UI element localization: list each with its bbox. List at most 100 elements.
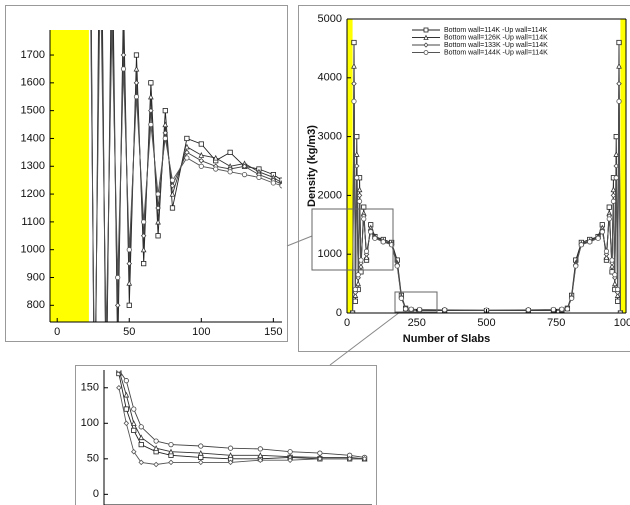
marker [126, 302, 132, 308]
left-inset-panel [5, 5, 288, 342]
marker [361, 456, 368, 462]
legend-label: Bottom wall=133K -Up wall=114K [444, 42, 548, 49]
legend-marker [423, 34, 429, 40]
marker [351, 80, 357, 87]
marker [356, 192, 363, 199]
marker [133, 80, 140, 86]
marker [169, 205, 176, 211]
marker [398, 295, 405, 301]
plot-area [347, 19, 626, 313]
marker [611, 280, 618, 287]
marker [168, 459, 174, 466]
marker [138, 424, 144, 430]
marker [603, 248, 610, 254]
marker [131, 448, 137, 455]
marker [155, 218, 161, 225]
marker [133, 94, 140, 100]
marker [162, 121, 169, 128]
marker [610, 192, 617, 199]
marker [169, 177, 176, 183]
y-tick-label: 2000 [318, 189, 342, 201]
marker [587, 239, 593, 245]
marker [287, 457, 293, 464]
marker [363, 254, 370, 260]
x-tick-label: 750 [547, 317, 565, 329]
marker [213, 166, 219, 172]
zoom-connector [286, 235, 313, 247]
marker [162, 135, 168, 142]
marker [380, 239, 386, 245]
marker [616, 98, 622, 104]
marker [257, 452, 264, 458]
x-tick-label: 50 [123, 326, 135, 338]
marker [363, 248, 370, 254]
x-tick-label: 0 [54, 326, 60, 338]
marker [416, 306, 423, 313]
y-tick-label: 0 [336, 307, 342, 319]
zoom-box [394, 291, 438, 313]
marker [148, 121, 154, 128]
marker [120, 52, 127, 58]
marker [227, 169, 233, 175]
marker [116, 359, 120, 363]
marker [162, 108, 168, 114]
marker [92, 470, 96, 474]
marker [317, 450, 323, 456]
marker [140, 233, 147, 239]
marker [197, 450, 204, 456]
marker [352, 298, 358, 304]
marker [121, 0, 125, 2]
marker [346, 456, 353, 462]
marker [169, 190, 176, 197]
marker [603, 254, 610, 260]
marker [141, 219, 147, 225]
marker [352, 292, 359, 298]
marker [104, 414, 108, 418]
marker [616, 62, 622, 69]
marker [616, 80, 622, 87]
x-tick-label: 0 [344, 317, 350, 329]
plot-area [116, 370, 368, 468]
marker [133, 65, 140, 72]
bottom-inset-panel [75, 365, 377, 505]
marker [610, 198, 617, 204]
marker [123, 391, 130, 398]
highlight-region [50, 30, 89, 322]
marker [408, 306, 414, 312]
marker [372, 235, 378, 241]
marker [126, 279, 133, 286]
marker [168, 448, 174, 455]
series-line [118, 370, 365, 458]
marker [168, 442, 174, 448]
y-tick-label: 800 [27, 299, 45, 311]
marker [227, 459, 234, 466]
marker [198, 443, 204, 449]
main-panel [298, 5, 630, 352]
marker [138, 459, 144, 466]
marker [153, 445, 159, 451]
marker [153, 461, 159, 468]
y-tick-label: 3000 [318, 131, 342, 143]
marker [353, 163, 360, 169]
series-line [90, 30, 282, 322]
marker [140, 246, 147, 253]
marker [257, 457, 264, 464]
marker [279, 183, 282, 189]
marker [550, 306, 557, 313]
x-tick-label: 150 [264, 326, 282, 338]
marker [368, 229, 374, 235]
marker [123, 406, 129, 412]
marker [227, 149, 233, 155]
marker [116, 331, 120, 335]
x-tick-label: 1000 [614, 317, 630, 329]
marker [198, 459, 204, 466]
y-tick-label: 50 [87, 453, 99, 465]
marker [609, 257, 615, 263]
marker [184, 143, 190, 150]
legend-marker [423, 27, 429, 33]
marker [114, 302, 121, 309]
marker [356, 198, 363, 204]
marker [578, 242, 584, 248]
marker [568, 295, 575, 301]
